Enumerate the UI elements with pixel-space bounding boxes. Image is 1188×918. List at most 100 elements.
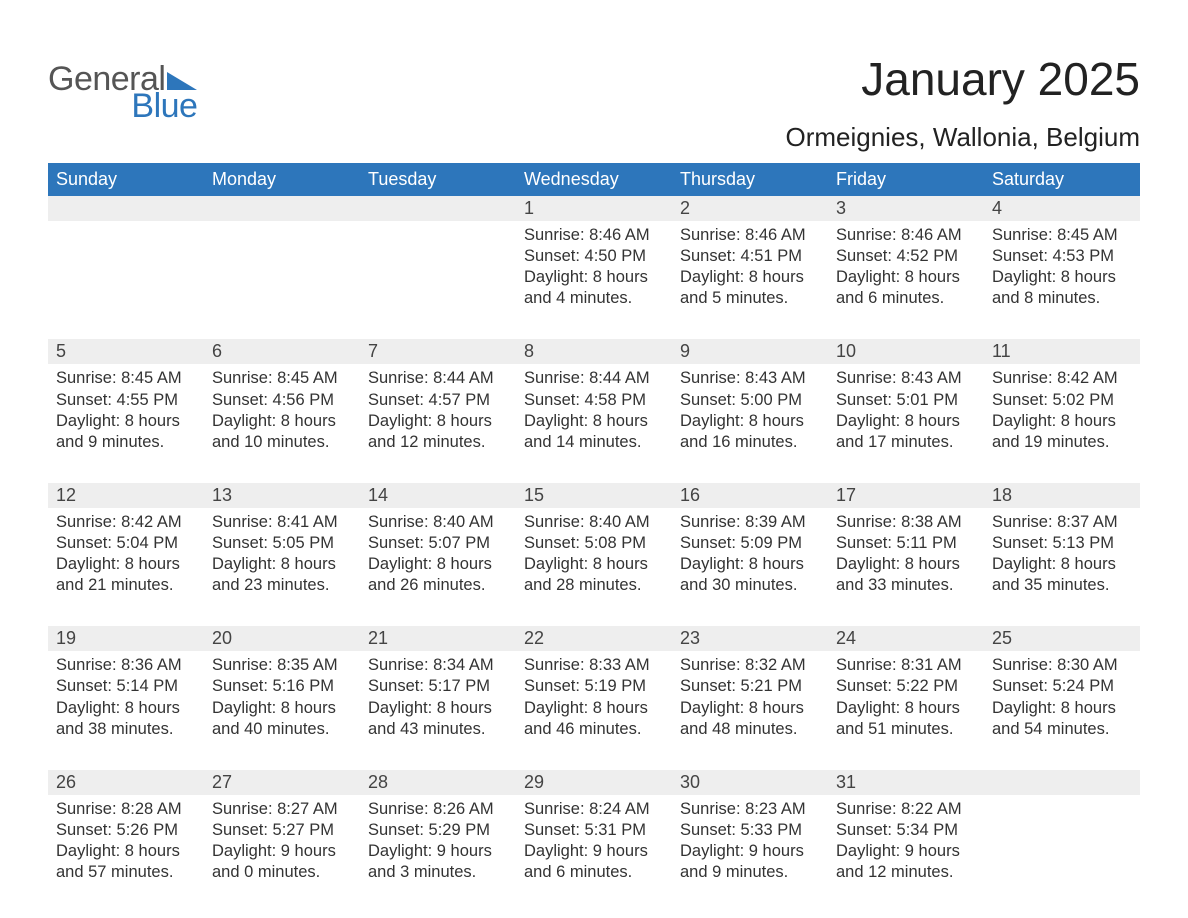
- day-number: 20: [204, 626, 360, 651]
- day-body: Sunrise: 8:40 AM Sunset: 5:08 PM Dayligh…: [516, 508, 672, 626]
- day-number: 12: [48, 483, 204, 508]
- day-number: [360, 196, 516, 221]
- day-body: [360, 221, 516, 331]
- day-number: 30: [672, 770, 828, 795]
- day-number: 6: [204, 339, 360, 364]
- calendar-week-row: 5Sunrise: 8:45 AM Sunset: 4:55 PM Daylig…: [48, 339, 1140, 482]
- calendar-cell: 31Sunrise: 8:22 AM Sunset: 5:34 PM Dayli…: [828, 770, 984, 913]
- calendar-cell: 4Sunrise: 8:45 AM Sunset: 4:53 PM Daylig…: [984, 196, 1140, 339]
- calendar-cell: 2Sunrise: 8:46 AM Sunset: 4:51 PM Daylig…: [672, 196, 828, 339]
- day-body: Sunrise: 8:30 AM Sunset: 5:24 PM Dayligh…: [984, 651, 1140, 769]
- weekday-header: Wednesday: [516, 163, 672, 196]
- day-body: Sunrise: 8:46 AM Sunset: 4:51 PM Dayligh…: [672, 221, 828, 339]
- day-body: Sunrise: 8:39 AM Sunset: 5:09 PM Dayligh…: [672, 508, 828, 626]
- day-number: 14: [360, 483, 516, 508]
- weekday-header: Saturday: [984, 163, 1140, 196]
- calendar-cell: 28Sunrise: 8:26 AM Sunset: 5:29 PM Dayli…: [360, 770, 516, 913]
- weekday-header: Monday: [204, 163, 360, 196]
- day-body: Sunrise: 8:43 AM Sunset: 5:00 PM Dayligh…: [672, 364, 828, 482]
- day-body: Sunrise: 8:44 AM Sunset: 4:57 PM Dayligh…: [360, 364, 516, 482]
- calendar-cell: 5Sunrise: 8:45 AM Sunset: 4:55 PM Daylig…: [48, 339, 204, 482]
- calendar-cell: 16Sunrise: 8:39 AM Sunset: 5:09 PM Dayli…: [672, 483, 828, 626]
- day-number: 21: [360, 626, 516, 651]
- day-body: Sunrise: 8:45 AM Sunset: 4:56 PM Dayligh…: [204, 364, 360, 482]
- calendar-cell: 13Sunrise: 8:41 AM Sunset: 5:05 PM Dayli…: [204, 483, 360, 626]
- calendar-cell: [360, 196, 516, 339]
- weekday-header: Sunday: [48, 163, 204, 196]
- day-body: Sunrise: 8:40 AM Sunset: 5:07 PM Dayligh…: [360, 508, 516, 626]
- day-body: Sunrise: 8:42 AM Sunset: 5:02 PM Dayligh…: [984, 364, 1140, 482]
- calendar-cell: 11Sunrise: 8:42 AM Sunset: 5:02 PM Dayli…: [984, 339, 1140, 482]
- day-body: Sunrise: 8:46 AM Sunset: 4:50 PM Dayligh…: [516, 221, 672, 339]
- weekday-header: Friday: [828, 163, 984, 196]
- day-number: 18: [984, 483, 1140, 508]
- day-number: 11: [984, 339, 1140, 364]
- day-body: Sunrise: 8:33 AM Sunset: 5:19 PM Dayligh…: [516, 651, 672, 769]
- weekday-header: Thursday: [672, 163, 828, 196]
- day-number: 1: [516, 196, 672, 221]
- day-number: 8: [516, 339, 672, 364]
- calendar-cell: 27Sunrise: 8:27 AM Sunset: 5:27 PM Dayli…: [204, 770, 360, 913]
- calendar-cell: 24Sunrise: 8:31 AM Sunset: 5:22 PM Dayli…: [828, 626, 984, 769]
- day-number: 4: [984, 196, 1140, 221]
- day-body: Sunrise: 8:34 AM Sunset: 5:17 PM Dayligh…: [360, 651, 516, 769]
- logo-text-blue: Blue: [120, 87, 197, 126]
- day-number: 29: [516, 770, 672, 795]
- calendar-cell: 20Sunrise: 8:35 AM Sunset: 5:16 PM Dayli…: [204, 626, 360, 769]
- weekday-header-row: SundayMondayTuesdayWednesdayThursdayFrid…: [48, 163, 1140, 196]
- calendar-cell: 26Sunrise: 8:28 AM Sunset: 5:26 PM Dayli…: [48, 770, 204, 913]
- calendar-week-row: 1Sunrise: 8:46 AM Sunset: 4:50 PM Daylig…: [48, 196, 1140, 339]
- calendar-week-row: 12Sunrise: 8:42 AM Sunset: 5:04 PM Dayli…: [48, 483, 1140, 626]
- calendar-cell: 22Sunrise: 8:33 AM Sunset: 5:19 PM Dayli…: [516, 626, 672, 769]
- calendar-cell: 19Sunrise: 8:36 AM Sunset: 5:14 PM Dayli…: [48, 626, 204, 769]
- calendar-cell: 7Sunrise: 8:44 AM Sunset: 4:57 PM Daylig…: [360, 339, 516, 482]
- calendar-week-row: 19Sunrise: 8:36 AM Sunset: 5:14 PM Dayli…: [48, 626, 1140, 769]
- calendar-cell: 21Sunrise: 8:34 AM Sunset: 5:17 PM Dayli…: [360, 626, 516, 769]
- calendar-cell: 6Sunrise: 8:45 AM Sunset: 4:56 PM Daylig…: [204, 339, 360, 482]
- day-body: Sunrise: 8:41 AM Sunset: 5:05 PM Dayligh…: [204, 508, 360, 626]
- day-number: [204, 196, 360, 221]
- day-number: 3: [828, 196, 984, 221]
- weekday-header: Tuesday: [360, 163, 516, 196]
- calendar-cell: 9Sunrise: 8:43 AM Sunset: 5:00 PM Daylig…: [672, 339, 828, 482]
- calendar-cell: 17Sunrise: 8:38 AM Sunset: 5:11 PM Dayli…: [828, 483, 984, 626]
- calendar-cell: 18Sunrise: 8:37 AM Sunset: 5:13 PM Dayli…: [984, 483, 1140, 626]
- day-body: Sunrise: 8:46 AM Sunset: 4:52 PM Dayligh…: [828, 221, 984, 339]
- day-body: Sunrise: 8:38 AM Sunset: 5:11 PM Dayligh…: [828, 508, 984, 626]
- header: General Blue January 2025 Ormeignies, Wa…: [48, 40, 1140, 163]
- day-body: Sunrise: 8:32 AM Sunset: 5:21 PM Dayligh…: [672, 651, 828, 769]
- day-body: Sunrise: 8:44 AM Sunset: 4:58 PM Dayligh…: [516, 364, 672, 482]
- day-body: Sunrise: 8:24 AM Sunset: 5:31 PM Dayligh…: [516, 795, 672, 913]
- day-body: [984, 795, 1140, 905]
- day-body: Sunrise: 8:37 AM Sunset: 5:13 PM Dayligh…: [984, 508, 1140, 626]
- day-body: Sunrise: 8:36 AM Sunset: 5:14 PM Dayligh…: [48, 651, 204, 769]
- calendar-cell: [204, 196, 360, 339]
- day-number: 15: [516, 483, 672, 508]
- page-title: January 2025: [785, 52, 1140, 106]
- day-body: Sunrise: 8:23 AM Sunset: 5:33 PM Dayligh…: [672, 795, 828, 913]
- logo: General Blue: [48, 40, 197, 126]
- title-block: January 2025 Ormeignies, Wallonia, Belgi…: [785, 40, 1140, 163]
- day-number: 5: [48, 339, 204, 364]
- calendar-cell: [48, 196, 204, 339]
- calendar-week-row: 26Sunrise: 8:28 AM Sunset: 5:26 PM Dayli…: [48, 770, 1140, 913]
- day-number: 16: [672, 483, 828, 508]
- day-number: 26: [48, 770, 204, 795]
- day-body: Sunrise: 8:35 AM Sunset: 5:16 PM Dayligh…: [204, 651, 360, 769]
- calendar-cell: 12Sunrise: 8:42 AM Sunset: 5:04 PM Dayli…: [48, 483, 204, 626]
- day-body: Sunrise: 8:28 AM Sunset: 5:26 PM Dayligh…: [48, 795, 204, 913]
- day-number: 25: [984, 626, 1140, 651]
- calendar-cell: 15Sunrise: 8:40 AM Sunset: 5:08 PM Dayli…: [516, 483, 672, 626]
- day-body: Sunrise: 8:42 AM Sunset: 5:04 PM Dayligh…: [48, 508, 204, 626]
- calendar-cell: 30Sunrise: 8:23 AM Sunset: 5:33 PM Dayli…: [672, 770, 828, 913]
- day-number: 23: [672, 626, 828, 651]
- calendar-cell: 23Sunrise: 8:32 AM Sunset: 5:21 PM Dayli…: [672, 626, 828, 769]
- day-body: Sunrise: 8:43 AM Sunset: 5:01 PM Dayligh…: [828, 364, 984, 482]
- day-number: 2: [672, 196, 828, 221]
- day-body: Sunrise: 8:31 AM Sunset: 5:22 PM Dayligh…: [828, 651, 984, 769]
- location: Ormeignies, Wallonia, Belgium: [785, 122, 1140, 153]
- day-number: 22: [516, 626, 672, 651]
- day-body: Sunrise: 8:45 AM Sunset: 4:53 PM Dayligh…: [984, 221, 1140, 339]
- calendar-table: SundayMondayTuesdayWednesdayThursdayFrid…: [48, 163, 1140, 913]
- calendar-cell: 25Sunrise: 8:30 AM Sunset: 5:24 PM Dayli…: [984, 626, 1140, 769]
